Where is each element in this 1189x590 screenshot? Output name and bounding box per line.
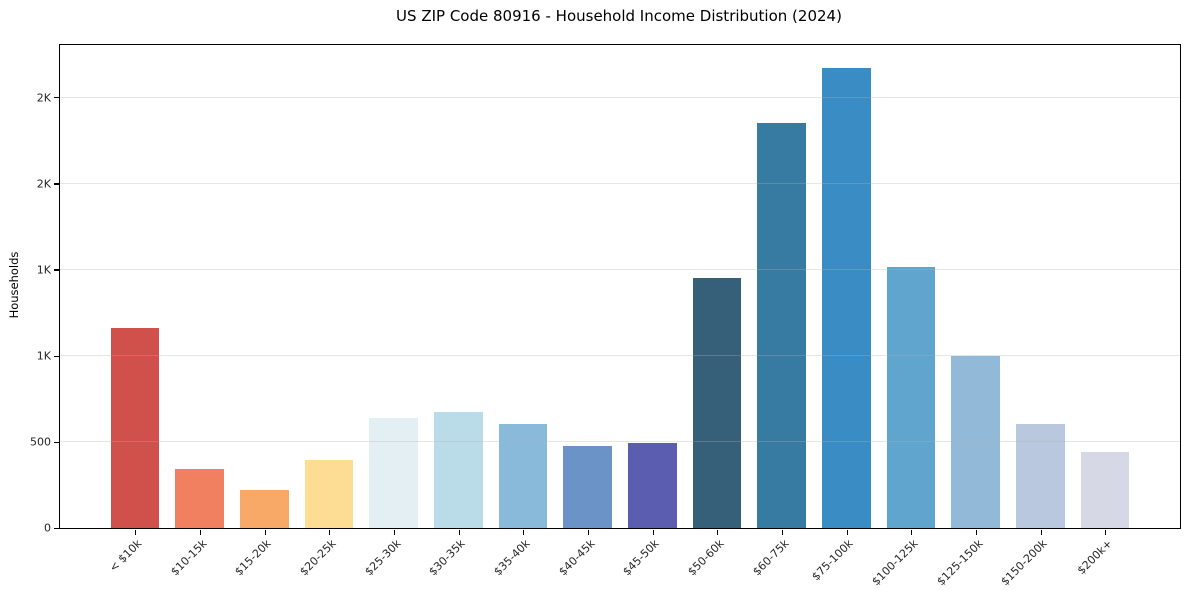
- bar-$40-45k: [563, 446, 612, 528]
- y-tick-mark: [54, 527, 59, 529]
- y-tick-label: 2K: [36, 91, 51, 105]
- y-tick-mark: [54, 183, 59, 185]
- bar-$45-50k: [628, 442, 677, 528]
- x-tick-label: $125-150k: [933, 537, 986, 589]
- x-tick-mark: [264, 529, 266, 535]
- y-tick-label: 500: [30, 435, 51, 449]
- x-tick-label: $50-60k: [685, 537, 727, 579]
- y-tick-mark: [54, 97, 59, 99]
- y-axis-label: Households: [7, 251, 21, 319]
- y-tick-mark: [54, 441, 59, 443]
- x-tick-label: $200k+: [1074, 537, 1115, 578]
- x-tick-label: $15-20k: [232, 537, 274, 579]
- x-tick-label: $35-40k: [491, 537, 533, 579]
- bar-$100-125k: [886, 267, 936, 528]
- y-tick-mark: [54, 355, 59, 357]
- bar-< $10k: [110, 328, 160, 528]
- x-tick-mark: [781, 529, 784, 535]
- gridline-1K: [60, 268, 1180, 270]
- x-tick-mark: [458, 529, 460, 535]
- x-tick-label: $20-25k: [297, 537, 339, 579]
- bar-$20-25k: [304, 459, 354, 528]
- bar-$60-75k: [757, 122, 806, 528]
- x-tick-label: $100-125k: [869, 537, 921, 589]
- y-tick-label: 2K: [36, 177, 51, 191]
- chart-title: US ZIP Code 80916 - Household Income Dis…: [396, 7, 842, 25]
- bar-$25-30k: [369, 417, 418, 528]
- x-tick-label: $60-75k: [749, 537, 792, 579]
- plot-area: [59, 44, 1181, 529]
- x-tick-mark: [1105, 529, 1107, 535]
- x-tick-mark: [199, 529, 202, 535]
- gridline-2K: [60, 182, 1180, 184]
- y-tick-mark: [54, 269, 59, 271]
- x-tick-mark: [523, 529, 525, 535]
- gridline-500: [60, 440, 1180, 442]
- x-tick-label: $150-200k: [998, 537, 1050, 589]
- y-tick-label: 1K: [36, 349, 51, 363]
- x-tick-label: $75-100k: [809, 537, 856, 584]
- bar-$15-20k: [240, 490, 289, 528]
- bar-$75-100k: [822, 68, 871, 528]
- bar-$200k+: [1080, 452, 1130, 528]
- bar-$30-35k: [434, 411, 483, 528]
- x-tick-mark: [1040, 529, 1042, 535]
- x-tick-label: $10-15k: [167, 537, 210, 579]
- x-tick-mark: [911, 529, 913, 535]
- y-tick-label: 0: [44, 521, 51, 535]
- x-tick-mark: [717, 529, 719, 535]
- y-tick-label: 1K: [36, 263, 51, 277]
- gridline-2K: [60, 96, 1180, 98]
- x-tick-label: $30-35k: [426, 537, 468, 579]
- x-tick-mark: [652, 529, 654, 535]
- bar-$50-60k: [692, 278, 742, 528]
- x-tick-mark: [846, 529, 848, 535]
- gridline-1K: [60, 354, 1180, 356]
- x-tick-label: < $10k: [106, 537, 145, 575]
- x-tick-label: $25-30k: [361, 537, 404, 579]
- x-tick-mark: [329, 529, 331, 535]
- bar-$10-15k: [175, 469, 224, 528]
- bar-$125-150k: [951, 355, 1000, 528]
- x-tick-mark: [587, 529, 590, 535]
- x-tick-mark: [135, 529, 137, 535]
- x-tick-label: $45-50k: [620, 537, 662, 579]
- x-tick-label: $40-45k: [555, 537, 598, 579]
- x-tick-mark: [393, 529, 396, 535]
- x-tick-mark: [975, 529, 978, 535]
- bar-$150-200k: [1016, 423, 1065, 528]
- bar-$35-40k: [498, 423, 548, 528]
